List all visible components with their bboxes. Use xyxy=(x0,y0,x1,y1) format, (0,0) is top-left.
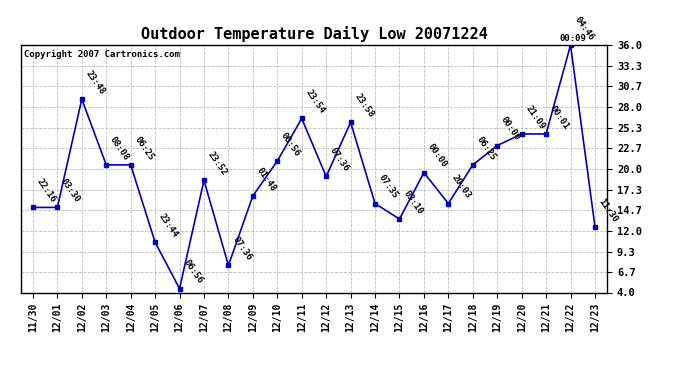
Text: 00:09: 00:09 xyxy=(560,34,586,43)
Text: 23:54: 23:54 xyxy=(304,88,326,116)
Text: 06:56: 06:56 xyxy=(181,258,204,285)
Text: 23:58: 23:58 xyxy=(353,92,375,119)
Text: 23:52: 23:52 xyxy=(206,150,228,177)
Text: 07:36: 07:36 xyxy=(230,235,253,262)
Text: 23:48: 23:48 xyxy=(83,69,106,96)
Text: 04:46: 04:46 xyxy=(573,15,595,42)
Text: 06:25: 06:25 xyxy=(475,135,497,162)
Text: 06:25: 06:25 xyxy=(132,135,155,162)
Text: 00:01: 00:01 xyxy=(548,104,571,131)
Text: 03:10: 03:10 xyxy=(402,189,424,216)
Title: Outdoor Temperature Daily Low 20071224: Outdoor Temperature Daily Low 20071224 xyxy=(141,27,487,42)
Text: 00:00: 00:00 xyxy=(426,142,449,170)
Text: 01:48: 01:48 xyxy=(255,165,277,193)
Text: 03:30: 03:30 xyxy=(59,177,82,204)
Text: 00:56: 00:56 xyxy=(279,131,302,158)
Text: 08:08: 08:08 xyxy=(108,135,131,162)
Text: 07:35: 07:35 xyxy=(377,173,400,201)
Text: Copyright 2007 Cartronics.com: Copyright 2007 Cartronics.com xyxy=(23,50,179,59)
Text: 20:03: 20:03 xyxy=(451,173,473,201)
Text: 11:30: 11:30 xyxy=(597,196,620,223)
Text: 23:44: 23:44 xyxy=(157,212,180,239)
Text: 21:09: 21:09 xyxy=(524,104,546,131)
Text: 00:00: 00:00 xyxy=(499,115,522,142)
Text: 22:16: 22:16 xyxy=(35,177,58,204)
Text: 07:36: 07:36 xyxy=(328,146,351,173)
